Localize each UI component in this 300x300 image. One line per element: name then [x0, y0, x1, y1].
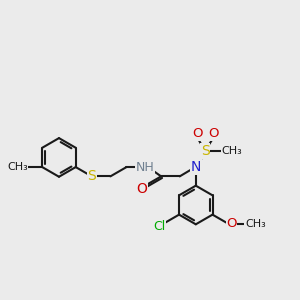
- Text: NH: NH: [136, 160, 154, 174]
- Text: O: O: [226, 218, 237, 230]
- Text: S: S: [87, 169, 96, 183]
- Text: O: O: [208, 127, 218, 140]
- Text: O: O: [192, 127, 203, 140]
- Text: CH₃: CH₃: [7, 162, 28, 172]
- Text: CH₃: CH₃: [221, 146, 242, 156]
- Text: CH₃: CH₃: [245, 219, 266, 229]
- Text: S: S: [201, 144, 209, 158]
- Text: O: O: [136, 182, 148, 196]
- Text: Cl: Cl: [153, 220, 165, 233]
- Text: N: N: [190, 160, 201, 174]
